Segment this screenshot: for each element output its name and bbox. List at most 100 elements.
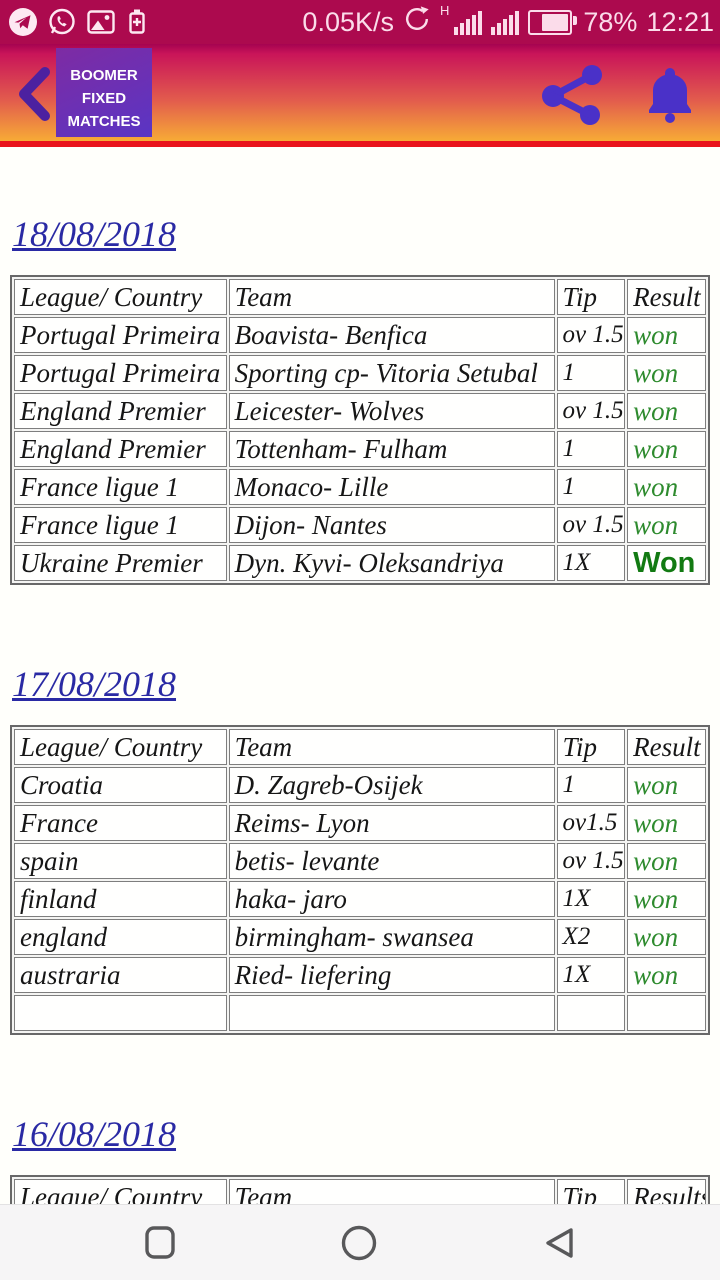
table-row: England Premier Tottenham- Fulham 1 won [14,431,706,467]
result-value: won [633,807,679,838]
col-header-league: League/ Country [14,729,227,765]
app-title-line2: MATCHES [67,113,141,131]
tip-cell: ov 1.5 [556,507,626,543]
team-cell: Tottenham- Fulham [228,431,555,467]
team-cell: Dyn. Kyvi- Oleksandriya [228,545,555,581]
match-day-section: 17/08/2018 League/ Country Team Tip Resu… [0,663,720,1035]
result-cell: won [627,507,706,543]
network-type-badge: H [439,2,450,18]
league-cell: spain [14,843,227,879]
app-title-button[interactable]: BOOMER FIXED MATCHES [56,48,152,137]
result-value: won [633,471,679,502]
result-value: won [633,433,679,464]
match-day-section: 18/08/2018 League/ Country Team Tip Resu… [0,213,720,585]
clock: 12:21 [646,6,714,37]
nav-recents-button[interactable] [145,1226,175,1259]
android-nav-bar [0,1204,720,1280]
league-cell: England Premier [14,393,227,429]
result-value: won [633,319,679,350]
header-divider [0,141,720,147]
tip-cell: ov 1.5 [556,317,626,353]
table-row: austraria Ried- liefering 1X won [14,957,706,993]
team-cell: Leicester- Wolves [228,393,555,429]
screenshot-icon [86,7,116,37]
team-cell: betis- levante [228,843,555,879]
tip-cell: 1X [556,545,626,581]
nav-back-button[interactable] [543,1226,575,1260]
date-link[interactable]: 18/08/2018 [12,214,177,254]
league-cell: england [14,919,227,955]
result-value: won [633,845,679,876]
table-row: england birmingham- swansea X2 won [14,919,706,955]
col-header-tip: Tip [556,279,626,315]
tip-cell: 1 [556,767,626,803]
league-cell [14,995,227,1031]
signal-bars-sim1-icon [454,9,483,35]
league-cell: Ukraine Premier [14,545,227,581]
result-value: won [633,357,679,388]
league-cell: France ligue 1 [14,469,227,505]
result-value: won [633,883,679,914]
tip-cell: 1 [556,469,626,505]
signal-bars-sim2-icon [491,9,520,35]
team-cell: haka- jaro [228,881,555,917]
table-row [14,995,706,1031]
result-cell: won [627,355,706,391]
result-value: won [633,395,679,426]
team-cell: Monaco- Lille [228,469,555,505]
team-cell: birmingham- swansea [228,919,555,955]
result-cell [627,995,706,1031]
result-cell: won [627,957,706,993]
share-button[interactable] [540,64,608,129]
recents-icon [145,1226,175,1259]
result-cell: won [627,393,706,429]
table-row: England Premier Leicester- Wolves ov 1.5… [14,393,706,429]
date-link[interactable]: 17/08/2018 [12,664,177,704]
result-value: won [633,921,679,952]
result-cell: won [627,843,706,879]
status-notification-icons [8,7,149,37]
app-header: BOOMER FIXED MATCHES [0,44,720,141]
col-header-tip: Tip [556,729,626,765]
result-value: won [633,769,679,800]
result-value: Won [633,546,696,579]
share-icon [540,65,608,129]
table-row: France Reims- Lyon ov1.5 won [14,805,706,841]
date-link[interactable]: 16/08/2018 [12,1114,177,1154]
sync-refresh-icon [403,5,431,40]
network-speed: 0.05K/s [302,6,394,37]
col-header-league: League/ Country [14,279,227,315]
result-cell: won [627,317,706,353]
tip-cell: ov 1.5 [556,843,626,879]
league-cell: austraria [14,957,227,993]
league-cell: France ligue 1 [14,507,227,543]
back-button[interactable] [12,66,56,122]
home-icon [341,1225,377,1261]
back-icon [543,1226,575,1260]
league-cell: Croatia [14,767,227,803]
table-row: Portugal Primeira Sporting cp- Vitoria S… [14,355,706,391]
tip-cell: 1 [556,355,626,391]
status-bar: 0.05K/s H 78% 12:21 [0,0,720,44]
matches-table: League/ Country Team Tip Result Portugal… [10,275,710,585]
league-cell: England Premier [14,431,227,467]
notifications-button[interactable] [640,66,700,127]
table-row: Croatia D. Zagreb-Osijek 1 won [14,767,706,803]
result-cell: won [627,881,706,917]
tip-cell: 1X [556,957,626,993]
main-content: 18/08/2018 League/ Country Team Tip Resu… [0,147,720,1280]
nav-home-button[interactable] [341,1225,377,1261]
team-cell [228,995,555,1031]
col-header-team: Team [228,729,555,765]
tip-cell: 1X [556,881,626,917]
tip-cell [556,995,626,1031]
result-cell: won [627,469,706,505]
tip-cell: X2 [556,919,626,955]
league-cell: France [14,805,227,841]
bell-icon [640,68,700,127]
table-row: spain betis- levante ov 1.5 won [14,843,706,879]
tip-cell: ov1.5 [556,805,626,841]
table-row: France ligue 1 Monaco- Lille 1 won [14,469,706,505]
telegram-icon [8,7,38,37]
